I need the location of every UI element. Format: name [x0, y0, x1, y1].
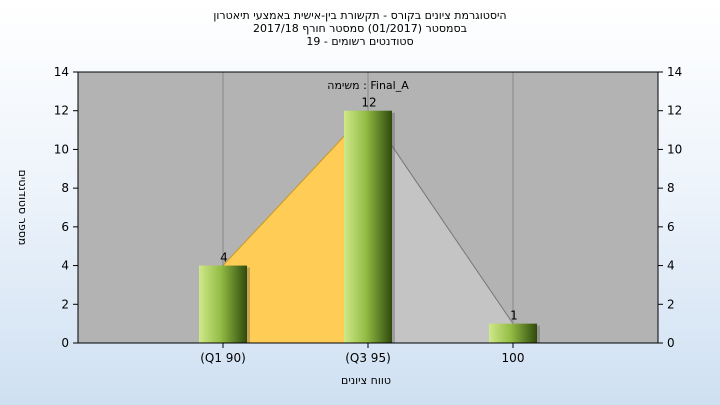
y-tick-label: 8: [667, 181, 675, 195]
y-tick-label: 6: [667, 220, 675, 234]
x-tick-label: (Q1 90): [200, 351, 246, 365]
y-tick-label: 4: [667, 259, 675, 273]
upper-quartile-area: [368, 110, 513, 343]
y-tick-label: 14: [667, 65, 682, 79]
chart-title: היסטוגרמת ציונים בקורס - תקשורת בין-אישי…: [0, 9, 720, 48]
y-tick-label: 12: [667, 104, 682, 118]
data-label: 12: [361, 96, 376, 110]
y-tick-label: 10: [667, 142, 682, 156]
quartile-trend-line: [367, 110, 514, 324]
y-tick-label: 0: [667, 336, 675, 350]
chart-title-line-1: היסטוגרמת ציונים בקורס - תקשורת בין-אישי…: [213, 9, 507, 22]
x-tick-label: 100: [502, 351, 525, 365]
y-axis-label: מספר סטודנטים: [16, 170, 29, 246]
y-tick-label: 14: [54, 65, 69, 79]
data-label: 4: [220, 251, 228, 265]
y-tick-label: 2: [61, 297, 69, 311]
chart-title-line-3: סטודנטים רשומים - 19: [306, 35, 414, 48]
data-label: 1: [510, 309, 518, 323]
y-tick-label: 2: [667, 297, 675, 311]
y-tick-label: 12: [54, 104, 69, 118]
bar: [489, 323, 537, 343]
plot-title: משימה : Final_A: [327, 79, 409, 92]
y-tick-label: 6: [61, 220, 69, 234]
y-tick-label: 10: [54, 142, 69, 156]
quartile-trend-line: [222, 110, 369, 266]
y-tick-label: 8: [61, 181, 69, 195]
bar: [199, 265, 247, 343]
y-tick-label: 4: [61, 259, 69, 273]
y-tick-label: 0: [61, 336, 69, 350]
x-axis-label: טווח ציונים: [341, 374, 391, 387]
chart-title-line-2: בסמסטר (01/2017) סמסטר חורף 2017/18: [253, 22, 467, 35]
lower-quartile-area: [223, 110, 368, 343]
x-tick-label: (Q3 95): [345, 351, 391, 365]
bar: [344, 110, 392, 343]
